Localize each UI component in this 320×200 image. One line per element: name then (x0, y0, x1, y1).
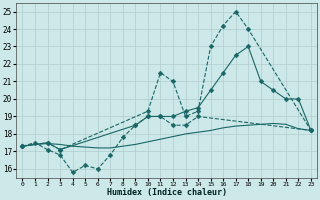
X-axis label: Humidex (Indice chaleur): Humidex (Indice chaleur) (107, 188, 227, 197)
